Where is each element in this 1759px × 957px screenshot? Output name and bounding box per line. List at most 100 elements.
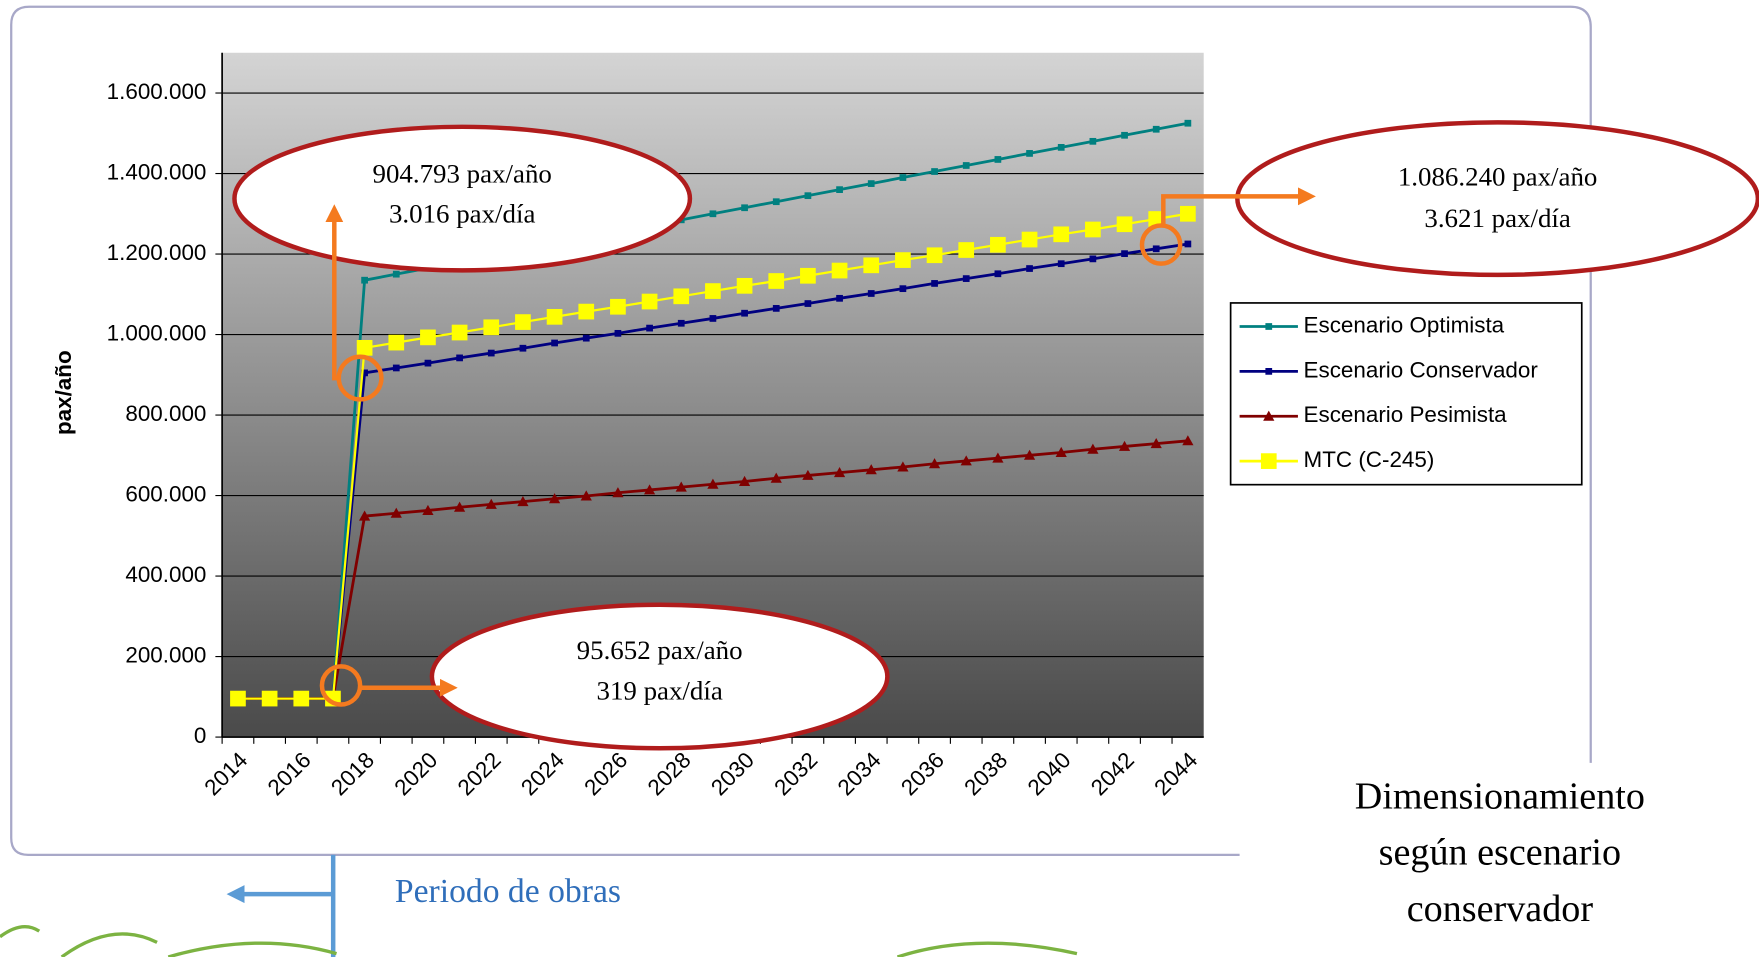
- marker: [900, 174, 907, 181]
- x-tick-label: 2024: [516, 747, 569, 800]
- legend-label: Escenario Pesimista: [1304, 402, 1508, 427]
- marker: [1121, 250, 1128, 257]
- x-tick-label: 2014: [199, 747, 252, 800]
- marker: [1265, 323, 1272, 330]
- marker: [900, 285, 907, 292]
- marker: [995, 270, 1002, 277]
- marker: [773, 198, 780, 205]
- legend-label: Escenario Conservador: [1304, 357, 1539, 382]
- x-tick-label: 2040: [1023, 747, 1076, 800]
- x-tick-label: 2016: [263, 747, 316, 800]
- marker: [931, 280, 938, 287]
- marker: [1180, 206, 1196, 222]
- marker: [673, 288, 689, 304]
- marker: [1090, 256, 1097, 263]
- marker: [388, 335, 404, 351]
- marker: [868, 290, 875, 297]
- conclusion-text: según escenario: [1379, 832, 1621, 874]
- marker: [1153, 126, 1160, 133]
- marker: [230, 691, 246, 707]
- y-tick-label: 200.000: [125, 642, 206, 667]
- marker: [1022, 232, 1038, 248]
- marker: [836, 186, 843, 193]
- marker: [705, 283, 721, 299]
- y-tick-label: 1.600.000: [107, 79, 207, 104]
- marker: [551, 340, 558, 347]
- callout-text: 319 pax/día: [596, 675, 722, 705]
- legend-label: MTC (C-245): [1304, 447, 1435, 472]
- decoration: [0, 927, 1077, 957]
- marker: [741, 204, 748, 211]
- marker: [425, 360, 432, 367]
- period-label: Periodo de obras: [395, 873, 621, 910]
- callout-text: 95.652 pax/año: [577, 635, 743, 665]
- x-tick-label: 2030: [706, 747, 759, 800]
- conclusion-text: conservador: [1407, 888, 1594, 930]
- marker: [927, 247, 943, 263]
- marker: [1026, 265, 1033, 272]
- conclusion-text: Dimensionamiento: [1355, 776, 1645, 818]
- y-axis-title: pax/año: [51, 350, 76, 435]
- marker: [1185, 120, 1192, 127]
- marker: [646, 325, 653, 332]
- marker: [578, 304, 594, 320]
- x-tick-label: 2034: [833, 747, 886, 800]
- y-tick-label: 1.200.000: [107, 240, 207, 265]
- marker: [1153, 245, 1160, 252]
- marker: [773, 305, 780, 312]
- marker: [1265, 368, 1272, 375]
- callout-text: 1.086.240 pax/año: [1398, 162, 1598, 192]
- x-tick-label: 2042: [1086, 747, 1139, 800]
- marker: [642, 294, 658, 310]
- y-tick-label: 600.000: [125, 481, 206, 506]
- x-tick-label: 2032: [769, 747, 822, 800]
- marker: [1053, 226, 1069, 242]
- callout: [1237, 122, 1758, 275]
- marker: [357, 340, 373, 356]
- marker: [1026, 150, 1033, 157]
- marker: [1121, 132, 1128, 139]
- marker: [1185, 241, 1192, 248]
- marker: [483, 319, 499, 335]
- marker: [420, 330, 436, 346]
- marker: [452, 325, 468, 341]
- marker: [456, 355, 463, 362]
- callout-text: 3.016 pax/día: [389, 199, 536, 229]
- marker: [737, 278, 753, 294]
- y-tick-label: 400.000: [125, 562, 206, 587]
- marker: [1085, 222, 1101, 238]
- marker: [990, 237, 1006, 253]
- marker: [836, 295, 843, 302]
- marker: [262, 691, 278, 707]
- marker: [1058, 260, 1065, 267]
- callout-text: 3.621 pax/día: [1424, 203, 1571, 233]
- marker: [515, 314, 531, 330]
- x-tick-label: 2020: [389, 747, 442, 800]
- marker: [805, 192, 812, 199]
- marker: [293, 691, 309, 707]
- chart: pax/año Escenario Optimista Escenario Con…: [0, 0, 1759, 957]
- marker: [710, 315, 717, 322]
- marker: [547, 309, 563, 325]
- marker: [863, 257, 879, 273]
- x-tick-label: 2028: [643, 747, 696, 800]
- x-tick-label: 2026: [579, 747, 632, 800]
- marker: [583, 335, 590, 342]
- marker: [1090, 138, 1097, 145]
- marker: [963, 275, 970, 282]
- x-tick-label: 2038: [959, 747, 1012, 800]
- page: pax/año Escenario Optimista Escenario Con…: [0, 0, 1759, 957]
- marker: [1261, 453, 1277, 469]
- marker: [868, 180, 875, 187]
- marker: [768, 273, 784, 289]
- marker: [610, 299, 626, 315]
- y-tick-label: 1.400.000: [107, 159, 207, 184]
- marker: [741, 310, 748, 317]
- marker: [995, 156, 1002, 163]
- marker: [800, 268, 816, 284]
- legend-label: Escenario Optimista: [1304, 312, 1505, 337]
- x-tick-label: 2018: [326, 747, 379, 800]
- marker: [963, 162, 970, 169]
- marker: [895, 252, 911, 268]
- marker: [615, 330, 622, 337]
